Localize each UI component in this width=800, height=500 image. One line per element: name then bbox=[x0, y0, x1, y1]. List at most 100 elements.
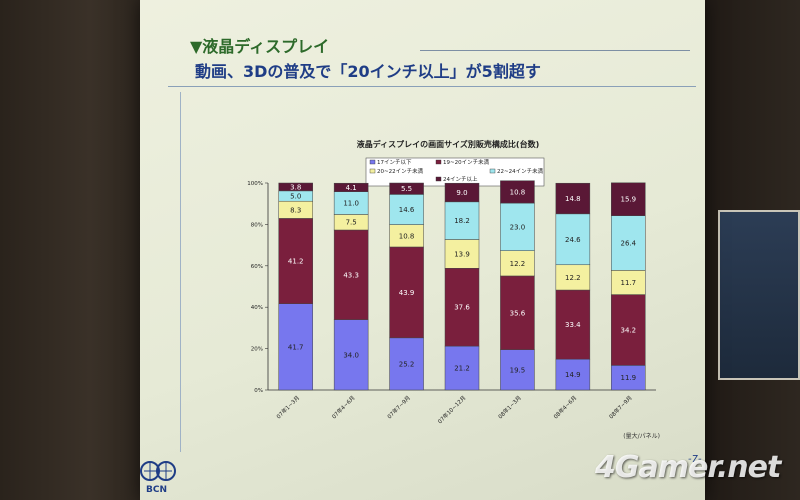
y-tick-label: 60% bbox=[251, 264, 263, 270]
bar-segment bbox=[389, 194, 424, 225]
bar-segment bbox=[500, 180, 535, 204]
data-label: 41.2 bbox=[288, 258, 304, 266]
data-label: 12.2 bbox=[510, 260, 526, 268]
data-label: 26.4 bbox=[620, 240, 636, 248]
bar-segment bbox=[611, 182, 646, 216]
x-tick-label: 08年4~6月 bbox=[552, 394, 579, 421]
bar-segment bbox=[333, 319, 369, 391]
legend-swatch-2 bbox=[369, 168, 376, 174]
data-label: 13.9 bbox=[454, 250, 470, 258]
bar-segment bbox=[611, 270, 646, 295]
data-label: 34.0 bbox=[343, 351, 359, 359]
bcn-logo-icon bbox=[140, 461, 176, 481]
x-tick-label: 07年4~6月 bbox=[330, 394, 357, 421]
bar-segment bbox=[389, 182, 424, 195]
data-label: 15.9 bbox=[620, 196, 636, 204]
wall-poster bbox=[718, 210, 800, 380]
bar-segment bbox=[333, 182, 369, 192]
page-number: -7- bbox=[688, 454, 702, 465]
legend-swatch-3 bbox=[489, 168, 496, 174]
bar-segment bbox=[278, 303, 313, 391]
source-note: (量大/パネル) bbox=[623, 432, 660, 440]
bar-segment bbox=[611, 294, 646, 366]
data-label: 14.8 bbox=[565, 195, 581, 203]
bar-segment bbox=[611, 365, 646, 391]
data-label: 14.9 bbox=[565, 371, 581, 379]
data-label: 41.7 bbox=[288, 343, 304, 351]
bar-segment bbox=[555, 213, 591, 266]
data-label: 3.8 bbox=[290, 183, 301, 191]
room-background-left bbox=[0, 0, 150, 500]
bar-segment bbox=[444, 182, 480, 203]
y-tick-label: 100% bbox=[247, 181, 263, 187]
data-label: 19.5 bbox=[510, 366, 526, 374]
data-label: 4.1 bbox=[346, 184, 357, 192]
y-tick-label: 40% bbox=[251, 305, 263, 311]
data-label: 24.6 bbox=[565, 236, 581, 244]
data-label: 18.2 bbox=[454, 217, 470, 225]
bar-segment bbox=[444, 268, 480, 347]
margin-rule bbox=[180, 92, 181, 452]
y-tick-label: 0% bbox=[254, 388, 263, 394]
legend-swatch-0 bbox=[369, 159, 376, 165]
legend-swatch-1 bbox=[435, 159, 442, 165]
data-label: 10.8 bbox=[399, 232, 415, 240]
logo-text: BCN bbox=[146, 485, 167, 495]
data-label: 11.7 bbox=[620, 279, 636, 287]
section-title: ▼液晶ディスプレイ bbox=[190, 37, 330, 56]
legend-label-4: 24インチ以上 bbox=[443, 175, 478, 183]
chart-title: 液晶ディスプレイの画面サイズ別販売構成比(台数) bbox=[357, 139, 540, 149]
chart-bars: 41.7 41.2 8.3 5.0 3.8 34.0 43.3 7.5 11.0 4.1 25.2 4… bbox=[278, 180, 646, 391]
y-tick-label: 80% bbox=[251, 222, 263, 228]
data-label: 23.0 bbox=[510, 223, 526, 231]
legend-label-2: 20~22インチ未満 bbox=[377, 167, 424, 175]
x-tick-label: 08年1~3月 bbox=[496, 394, 523, 421]
x-tick-label: 08年7~9月 bbox=[607, 394, 634, 421]
data-label: 21.2 bbox=[454, 365, 470, 373]
x-tick-label: 07年10~12月 bbox=[436, 394, 468, 426]
bar-segment bbox=[555, 182, 591, 215]
data-label: 12.2 bbox=[565, 274, 581, 282]
y-tick-label: 20% bbox=[251, 347, 263, 353]
bar-segment bbox=[278, 218, 313, 304]
x-tick-label: 07年1~3月 bbox=[275, 394, 302, 421]
data-label: 33.4 bbox=[565, 321, 581, 329]
x-tick-label: 07年7~9月 bbox=[385, 394, 412, 421]
legend-swatch-4 bbox=[435, 176, 442, 182]
bar-segment bbox=[555, 264, 591, 291]
legend-label-3: 22~24インチ未満 bbox=[497, 167, 544, 175]
bar-segment bbox=[611, 215, 646, 271]
bar-segment bbox=[389, 246, 424, 339]
data-label: 34.2 bbox=[620, 326, 636, 334]
data-label: 7.5 bbox=[346, 219, 357, 227]
bar-segment bbox=[500, 275, 535, 350]
bar-segment bbox=[444, 201, 480, 240]
data-label: 10.8 bbox=[510, 188, 526, 196]
bar-segment bbox=[278, 182, 313, 192]
data-label: 25.2 bbox=[399, 360, 415, 368]
data-label: 5.0 bbox=[290, 193, 301, 201]
data-label: 14.6 bbox=[399, 206, 415, 214]
data-label: 8.3 bbox=[290, 206, 301, 214]
bar-segment bbox=[444, 345, 480, 391]
chart-x-labels: 07年1~3月 07年4~6月 07年7~9月 07年10~12月 08年1~3月 08年… bbox=[275, 394, 634, 426]
legend-label-0: 17インチ以下 bbox=[377, 159, 412, 166]
data-label: 11.0 bbox=[343, 200, 359, 208]
legend-label-1: 19~20インチ未満 bbox=[443, 158, 490, 166]
data-label: 5.5 bbox=[401, 185, 412, 193]
header-rule-top bbox=[420, 50, 690, 51]
data-label: 43.3 bbox=[343, 271, 359, 279]
data-label: 11.9 bbox=[620, 374, 636, 382]
data-label: 35.6 bbox=[510, 309, 526, 317]
bar-segment bbox=[333, 229, 369, 320]
data-label: 43.9 bbox=[399, 289, 415, 297]
watermark-logo: 4Gamer.net bbox=[595, 450, 781, 485]
room-background-right bbox=[705, 0, 800, 500]
bar-segment bbox=[500, 349, 535, 391]
data-label: 37.6 bbox=[454, 304, 470, 312]
data-label: 9.0 bbox=[456, 189, 467, 197]
main-title: 動画、3Dの普及で「20インチ以上」が5割超す bbox=[195, 62, 541, 81]
header-rule bbox=[168, 86, 696, 87]
bar-segment bbox=[444, 239, 480, 269]
